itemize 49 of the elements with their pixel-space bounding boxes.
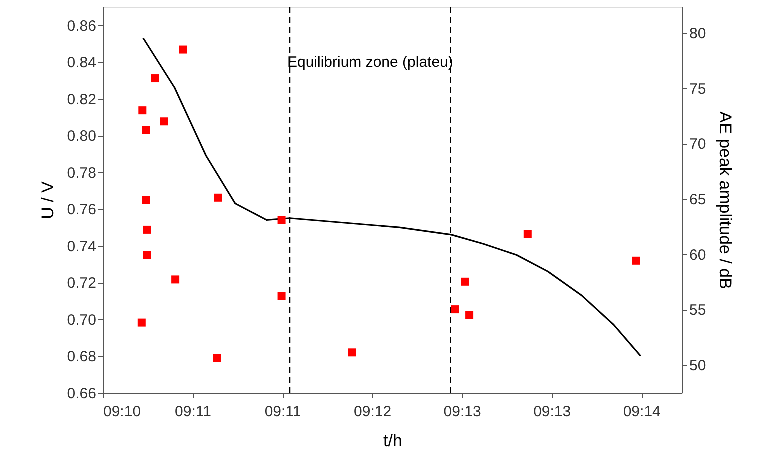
y2-tick-label: 80 xyxy=(690,26,706,43)
point xyxy=(451,306,460,314)
point xyxy=(142,196,150,204)
y2-tick-label: 60 xyxy=(690,246,706,264)
point xyxy=(524,230,532,238)
y-tick-label: 0.70 xyxy=(67,312,96,329)
x-tick-label: 09:12 xyxy=(354,404,392,420)
y-tick-label: 0.84 xyxy=(67,54,96,72)
x-tick-label: 09:10 xyxy=(104,404,142,420)
annotation: Equilibrium zone (plateu) xyxy=(287,54,454,71)
point xyxy=(213,354,222,362)
point xyxy=(632,256,640,265)
y2-tick-label: 50 xyxy=(690,357,706,374)
y2-tick-label: 65 xyxy=(690,192,706,209)
x-tick-label: 09:14 xyxy=(623,404,661,420)
y-tick-label: 0.74 xyxy=(67,238,96,256)
point xyxy=(143,251,152,260)
point xyxy=(278,292,286,300)
y-tick-label: 0.78 xyxy=(67,164,96,182)
x-tick-label: 09:13 xyxy=(444,404,482,420)
point xyxy=(461,278,470,286)
y-tick-label: 0.86 xyxy=(67,18,96,35)
point xyxy=(142,126,150,134)
y2-tick-label: 55 xyxy=(690,302,706,320)
y-tick-label: 0.72 xyxy=(67,275,96,292)
y2-tick-label: 75 xyxy=(690,80,706,98)
y-tick-label: 0.82 xyxy=(67,91,96,108)
x-axis-title: t/h xyxy=(384,432,402,450)
x-tick-label: 09:11 xyxy=(264,404,302,420)
point xyxy=(138,318,146,327)
point xyxy=(466,311,474,320)
point xyxy=(172,276,180,284)
y-tick-label: 0.80 xyxy=(67,128,96,146)
point xyxy=(160,118,168,126)
y-tick-label: 0.66 xyxy=(67,386,96,402)
y-tick-label: 0.76 xyxy=(67,202,96,219)
point xyxy=(151,74,160,83)
x-tick-label: 09:11 xyxy=(175,404,212,420)
point xyxy=(348,348,356,357)
point xyxy=(278,216,286,224)
y-axis-title: U / V xyxy=(38,180,58,220)
y2-tick-label: 70 xyxy=(690,136,706,154)
point xyxy=(138,106,147,115)
point xyxy=(143,226,152,234)
x-tick-label: 09:13 xyxy=(534,404,572,420)
y-tick-label: 0.68 xyxy=(67,348,96,366)
point xyxy=(214,194,222,202)
y2-axis-title: AE peak amplitude / dB xyxy=(716,112,736,290)
point xyxy=(179,46,188,54)
